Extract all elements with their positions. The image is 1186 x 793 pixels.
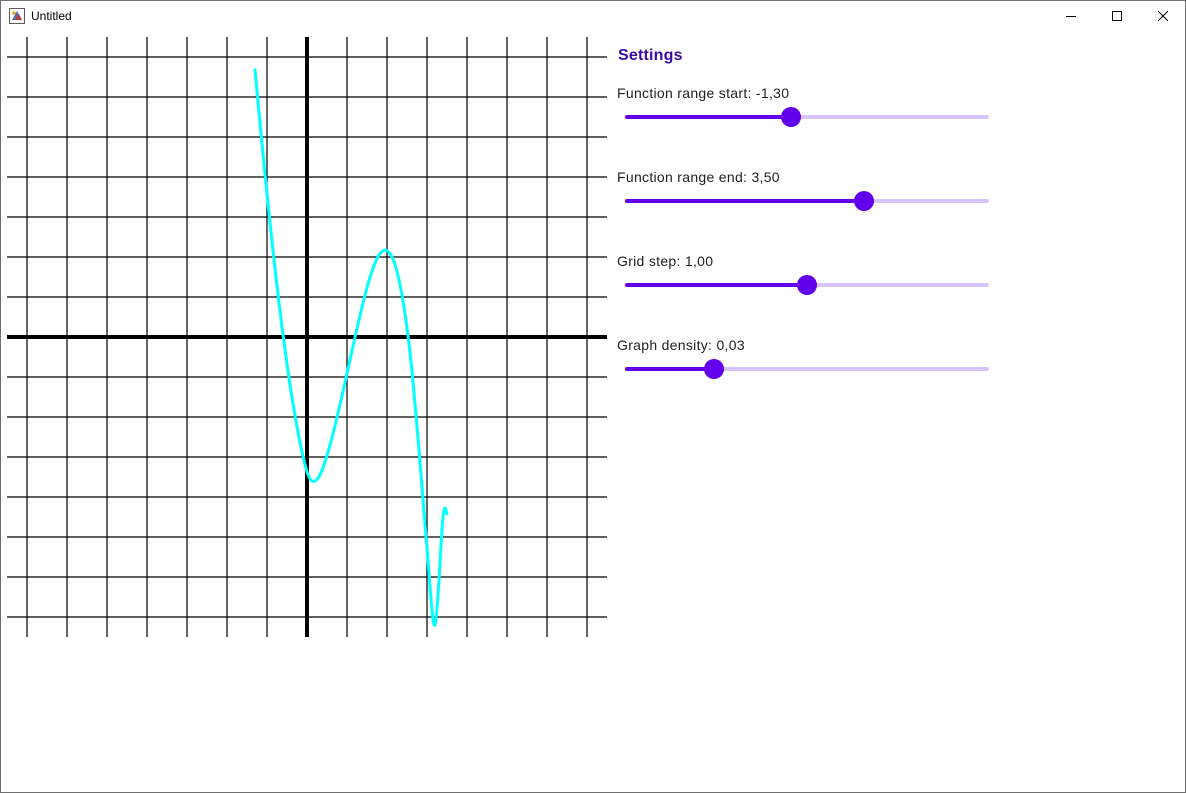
grid-step-slider[interactable] (625, 275, 989, 295)
slider-thumb[interactable] (854, 191, 875, 211)
slider-track[interactable] (625, 367, 989, 371)
slider-fill (625, 283, 807, 287)
setting-graph-density: Graph density: 0,03 (617, 337, 997, 397)
slider-track[interactable] (625, 115, 989, 119)
slider-thumb[interactable] (703, 359, 724, 379)
slider-fill (625, 367, 714, 371)
slider-fill (625, 199, 865, 203)
setting-label: Graph density: 0,03 (617, 337, 745, 353)
range-start-value: -1,30 (755, 85, 790, 101)
grid-step-label: Grid step: (617, 253, 681, 269)
setting-label: Grid step: 1,00 (617, 253, 713, 269)
function-graph (7, 37, 607, 637)
maximize-button[interactable] (1094, 1, 1140, 31)
range-end-slider[interactable] (625, 191, 989, 211)
range-end-value: 3,50 (751, 169, 780, 185)
axes (7, 37, 607, 637)
slider-thumb[interactable] (781, 107, 802, 127)
window-title: Untitled (31, 9, 72, 23)
setting-range-start: Function range start: -1,30 (617, 85, 997, 145)
maximize-icon (1112, 11, 1122, 21)
close-button[interactable] (1140, 1, 1186, 31)
setting-label: Function range end: 3,50 (617, 169, 780, 185)
java-app-icon (9, 8, 25, 24)
setting-range-end: Function range end: 3,50 (617, 169, 997, 229)
function-curve (253, 68, 449, 627)
series-layer (253, 68, 449, 627)
range-start-label: Function range start: (617, 85, 752, 101)
graph-density-slider[interactable] (625, 359, 989, 379)
minimize-icon (1066, 16, 1076, 17)
graph-density-label: Graph density: (617, 337, 713, 353)
slider-fill (625, 115, 792, 119)
minimize-button[interactable] (1048, 1, 1094, 31)
close-icon (1158, 11, 1168, 21)
setting-grid-step: Grid step: 1,00 (617, 253, 997, 313)
graph-density-value: 0,03 (716, 337, 745, 353)
range-start-slider[interactable] (625, 107, 989, 127)
title-bar[interactable]: Untitled (1, 1, 1185, 31)
grid-step-value: 1,00 (684, 253, 714, 269)
settings-panel: Settings Function range start: -1,30 Fun… (617, 37, 997, 397)
settings-title: Settings (618, 47, 683, 64)
range-end-label: Function range end: (617, 169, 748, 185)
slider-thumb[interactable] (796, 275, 817, 295)
setting-label: Function range start: -1,30 (617, 85, 789, 101)
